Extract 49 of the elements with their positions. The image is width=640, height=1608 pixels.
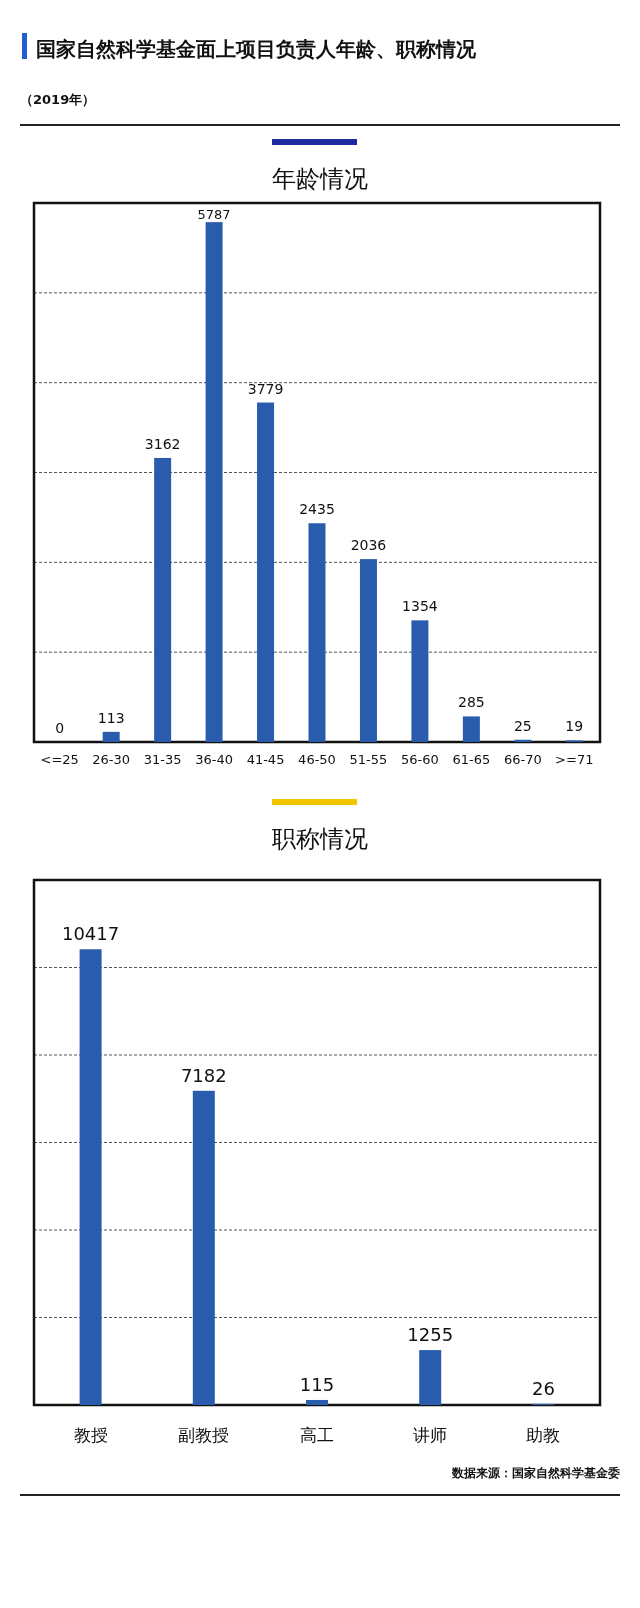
- data-label: 3162: [144, 435, 181, 452]
- data-label: 10417: [61, 923, 120, 945]
- data-label: 3779: [247, 380, 284, 397]
- data-label: 19: [565, 718, 584, 735]
- x-tick-label: <=25: [40, 752, 79, 767]
- x-tick-label: 助教: [526, 1425, 561, 1445]
- data-label: 2435: [299, 501, 335, 518]
- bar: [308, 523, 326, 742]
- x-tick-label: 61-65: [452, 752, 491, 767]
- x-tick-label: 教授: [73, 1425, 108, 1445]
- data-label: 7182: [180, 1064, 227, 1086]
- x-tick-label: 51-55: [349, 752, 388, 767]
- x-tick-label: 高工: [300, 1425, 334, 1445]
- bar: [102, 731, 120, 742]
- data-label: 1354: [402, 598, 438, 615]
- data-label: 25: [513, 717, 532, 734]
- data-label: 1255: [407, 1324, 454, 1346]
- data-label: 5787: [197, 207, 231, 223]
- x-tick-label: 31-35: [143, 752, 182, 767]
- bar: [306, 1399, 328, 1405]
- source-note: 数据来源：国家自然科学基金委: [451, 1466, 620, 1480]
- bar: [154, 457, 172, 742]
- bar: [359, 559, 377, 742]
- chart-title: 职称情况: [272, 825, 368, 853]
- x-tick-label: 41-45: [246, 752, 285, 767]
- bar: [79, 949, 102, 1405]
- bar: [419, 1350, 442, 1405]
- data-label: 113: [97, 709, 125, 726]
- chart-title: 年龄情况: [272, 165, 368, 193]
- x-tick-label: >=71: [555, 752, 594, 767]
- x-tick-label: 26-30: [92, 752, 131, 767]
- bar: [462, 716, 480, 742]
- x-tick-label: 36-40: [195, 752, 233, 767]
- x-tick-label: 66-70: [503, 752, 542, 767]
- bar: [257, 402, 275, 742]
- bar: [205, 222, 223, 742]
- x-tick-label: 46-50: [298, 752, 336, 767]
- bar: [411, 620, 429, 742]
- text: 国家自然科学基金面上项目负责人年龄、职称情况: [36, 37, 477, 61]
- x-tick-label: 56-60: [401, 752, 439, 767]
- data-label: 26: [531, 1377, 555, 1399]
- text: （2019年）: [20, 92, 96, 107]
- x-tick-label: 副教授: [178, 1425, 230, 1445]
- x-tick-label: 讲师: [413, 1425, 448, 1445]
- data-label: 0: [55, 720, 65, 736]
- bar: [192, 1090, 215, 1405]
- data-label: 285: [458, 694, 485, 711]
- data-label: 2036: [350, 537, 387, 554]
- data-label: 115: [299, 1373, 335, 1395]
